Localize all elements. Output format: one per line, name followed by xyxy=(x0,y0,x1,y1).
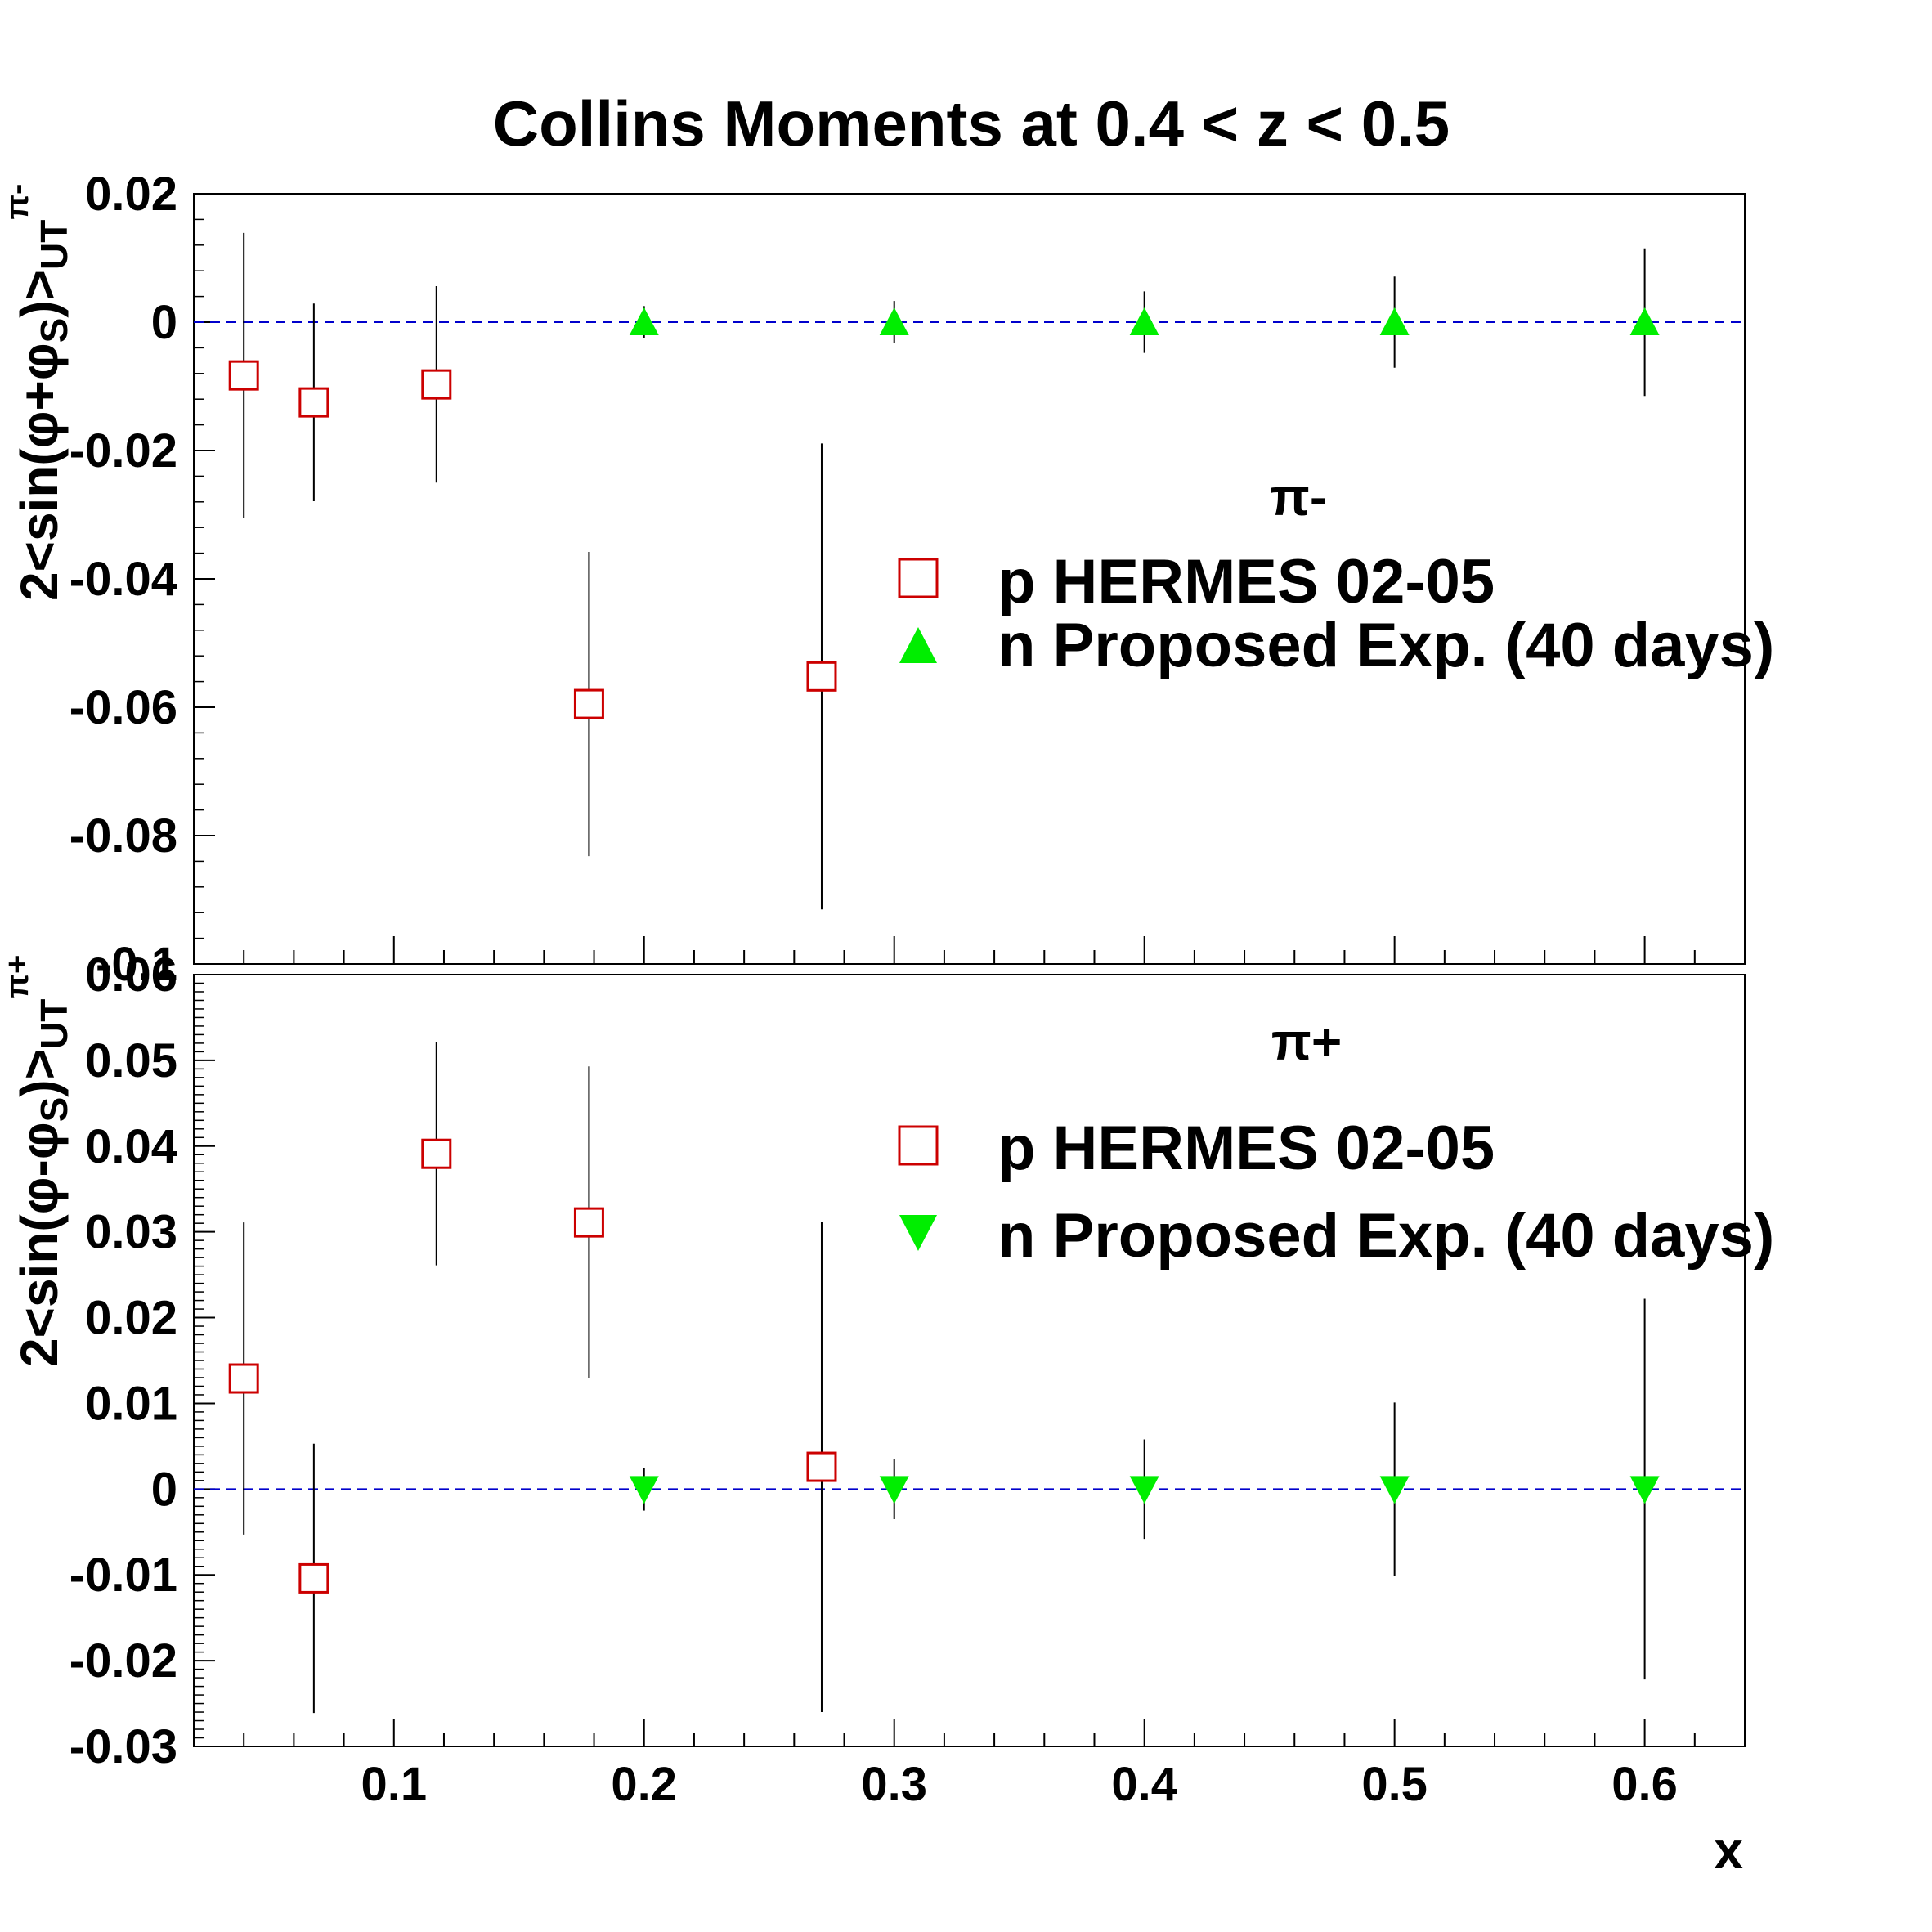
top-hermes-point xyxy=(573,688,604,719)
bottom-y-tick-label: -0.02 xyxy=(69,1634,177,1688)
bottom-hermes-point xyxy=(298,1562,329,1594)
bottom-legend-hermes-marker xyxy=(898,1125,939,1166)
bottom-y-tick-label: -0.01 xyxy=(69,1549,177,1602)
bottom-y-tick-label: -0.03 xyxy=(69,1720,177,1773)
bottom-hermes-point xyxy=(228,1363,259,1394)
bottom-y-tick-label: 0.02 xyxy=(85,1292,177,1345)
bottom-axis-ticks: 0.06 0.05 0.04 0.03 0.02 0.01 0 -0.01 -0.02 -0.03 xyxy=(69,948,1746,1773)
top-y-tick-label: 0 xyxy=(151,296,177,349)
top-y-tick-label: -0.1 xyxy=(96,938,177,991)
bottom-legend-hermes-label: p HERMES 02-05 xyxy=(997,1114,1495,1183)
x-tick-label: 0.4 xyxy=(1111,1758,1177,1811)
bottom-y-tick-label: 0.04 xyxy=(85,1120,177,1173)
bottom-y-tick-label: 0.05 xyxy=(85,1034,177,1087)
top-hermes-point xyxy=(228,360,259,391)
bottom-proposed-point xyxy=(629,1476,659,1504)
top-axis-ticks: 0.02 0 -0.02 -0.04 -0.06 -0.08 -0.1 xyxy=(69,168,1746,991)
top-legend-hermes-label: p HERMES 02-05 xyxy=(997,547,1495,616)
top-legend-proposed-label: n Proposed Exp. (40 days) xyxy=(997,611,1774,680)
x-tick-label: 0.2 xyxy=(611,1758,677,1811)
panel-pi-plus: 0.06 0.05 0.04 0.03 0.02 0.01 0 -0.01 -0.02 -0.03… xyxy=(0,948,1774,1773)
top-legend-hermes-marker xyxy=(898,558,939,598)
x-axis-label: x xyxy=(1714,1821,1743,1880)
bottom-proposed-point xyxy=(1629,1476,1660,1504)
top-proposed-point xyxy=(1379,307,1410,335)
top-legend-proposed-marker xyxy=(899,627,937,663)
top-y-axis-label: 2<sin(φ+φS)>UTπ- xyxy=(0,184,75,601)
bottom-y-axis-label: 2<sin(φ-φS)>UTπ+ xyxy=(0,955,75,1367)
bottom-y-tick-label: 0.01 xyxy=(85,1377,177,1430)
x-tick-label: 0.3 xyxy=(861,1758,927,1811)
top-proposed-point xyxy=(629,307,659,335)
bottom-proposed-point xyxy=(1379,1476,1410,1504)
top-legend: p HERMES 02-05 n Proposed Exp. (40 days) xyxy=(898,547,1774,680)
top-hermes-point xyxy=(421,369,452,400)
top-data-marks xyxy=(228,232,1660,910)
top-pion-label: π- xyxy=(1270,468,1327,527)
bottom-proposed-point xyxy=(879,1476,909,1504)
x-tick-labels: 0.1 0.2 0.3 0.4 0.5 0.6 xyxy=(361,1758,1677,1811)
top-proposed-point xyxy=(1129,307,1159,335)
top-hermes-point xyxy=(806,661,837,692)
bottom-hermes-point xyxy=(806,1451,837,1482)
bottom-hermes-point xyxy=(421,1138,452,1169)
top-proposed-point xyxy=(879,307,909,335)
x-tick-label: 0.6 xyxy=(1611,1758,1678,1811)
x-tick-label: 0.1 xyxy=(361,1758,427,1811)
bottom-legend-proposed-label: n Proposed Exp. (40 days) xyxy=(997,1201,1774,1271)
bottom-pion-label: π+ xyxy=(1271,1012,1342,1071)
top-y-tick-label: -0.02 xyxy=(69,424,177,477)
top-y-tick-label: -0.04 xyxy=(69,553,177,606)
top-proposed-point xyxy=(1629,307,1660,335)
top-y-tick-label: -0.06 xyxy=(69,681,177,734)
bottom-legend: p HERMES 02-05 n Proposed Exp. (40 days) xyxy=(898,1114,1774,1271)
top-hermes-point xyxy=(298,387,329,418)
bottom-proposed-point xyxy=(1129,1476,1159,1504)
bottom-hermes-point xyxy=(573,1207,604,1238)
bottom-legend-proposed-marker xyxy=(899,1215,937,1251)
top-y-tick-label: -0.08 xyxy=(69,809,177,863)
bottom-y-tick-label: 0.06 xyxy=(85,948,177,1002)
x-tick-label: 0.5 xyxy=(1361,1758,1428,1811)
bottom-y-tick-label: 0.03 xyxy=(85,1206,177,1259)
top-y-tick-label: 0.02 xyxy=(85,168,177,221)
figure-title: Collins Moments at 0.4 < z < 0.5 xyxy=(493,87,1450,159)
bottom-y-tick-label: 0 xyxy=(151,1463,177,1516)
bottom-data-marks xyxy=(228,1042,1660,1714)
panel-pi-minus: 0.02 0 -0.02 -0.04 -0.06 -0.08 -0.1 π- p HERME… xyxy=(0,168,1774,991)
